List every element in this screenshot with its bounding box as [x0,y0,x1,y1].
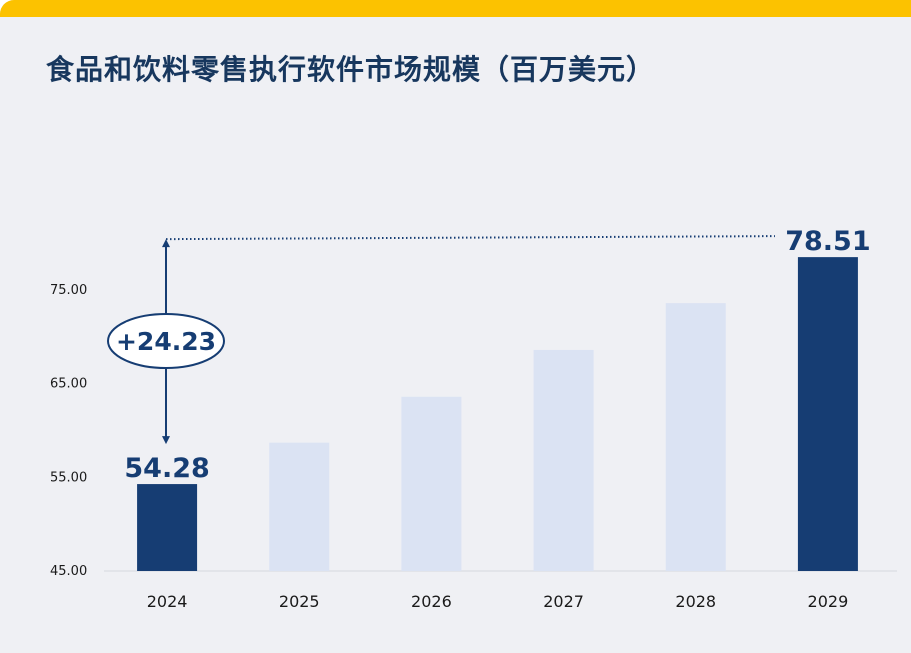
bar-2026 [401,396,462,571]
bar-2025 [269,442,330,571]
bar-2028 [665,303,726,571]
bar-2027 [533,349,594,571]
difference-badge [107,313,225,369]
x-tick-label: 2025 [279,592,320,611]
chart-title: 食品和饮料零售执行软件市场规模（百万美元） [46,53,656,86]
arrow-head-down-icon [162,436,170,445]
y-tick-label: 55.00 [50,470,87,485]
bar-2029 [797,257,858,571]
y-tick-label: 65.00 [50,377,87,392]
x-tick-label: 2027 [543,592,584,611]
bar-2024 [137,484,198,571]
arrow-head-up-icon [162,239,170,248]
x-tick-label: 2026 [411,592,452,611]
accent-bar [0,0,911,17]
data-label: 54.28 [124,453,209,484]
difference-label: +24.23 [116,327,216,356]
x-tick-label: 2024 [147,592,188,611]
x-tick-label: 2028 [675,592,716,611]
x-tick-label: 2029 [808,592,849,611]
y-tick-label: 45.00 [50,564,87,579]
y-tick-label: 75.00 [50,283,87,298]
reference-dotted-line [165,235,775,241]
data-label: 78.51 [785,226,870,257]
